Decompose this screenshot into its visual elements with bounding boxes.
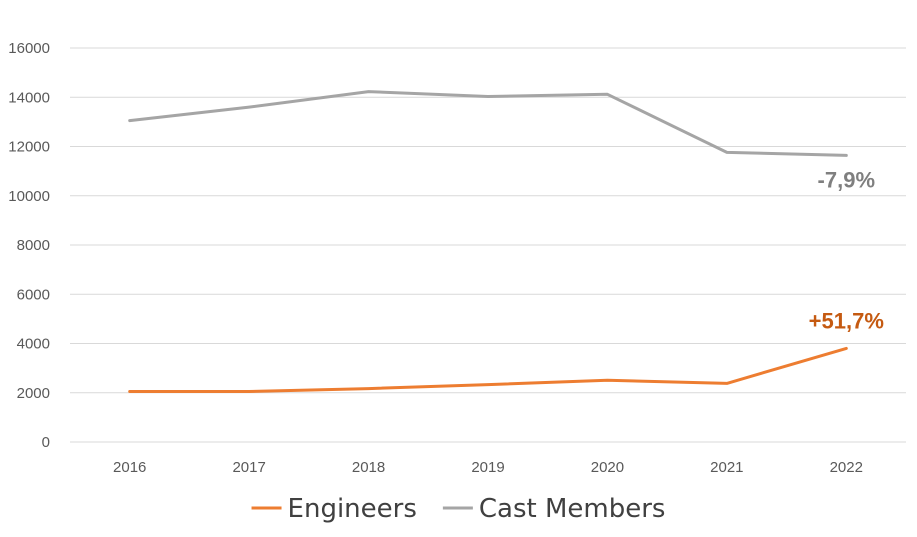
annotations: +51,7% -7,9% — [809, 167, 884, 333]
x-tick-label: 2020 — [591, 459, 624, 476]
y-tick-label: 4000 — [17, 336, 50, 353]
legend-item: Cast Members — [443, 494, 666, 524]
y-tick-label: 8000 — [17, 237, 50, 254]
x-tick-label: 2019 — [471, 459, 504, 476]
series-line-engineers — [130, 348, 847, 391]
gridlines — [70, 48, 906, 442]
y-axis-tick-labels: 0 2000 4000 6000 8000 10000 12000 14000 16000 — [8, 40, 50, 451]
y-tick-label: 14000 — [8, 89, 50, 106]
legend-label: Cast Members — [479, 494, 666, 524]
legend-label: Engineers — [288, 494, 417, 524]
annotation-label: -7,9% — [818, 167, 875, 192]
series-line-cast-members — [130, 92, 847, 156]
y-tick-label: 12000 — [8, 139, 50, 156]
x-tick-label: 2021 — [710, 459, 743, 476]
x-tick-label: 2018 — [352, 459, 385, 476]
x-tick-label: 2022 — [830, 459, 863, 476]
annotation-label: +51,7% — [809, 308, 884, 333]
y-tick-label: 6000 — [17, 286, 50, 303]
legend-item: Engineers — [252, 494, 417, 524]
y-tick-label: 0 — [42, 434, 50, 451]
y-tick-label: 2000 — [17, 385, 50, 402]
x-tick-label: 2016 — [113, 459, 146, 476]
series-lines — [130, 92, 847, 392]
legend: Engineers Cast Members — [252, 494, 666, 524]
x-axis-tick-labels: 2016 2017 2018 2019 2020 2021 2022 — [113, 459, 863, 476]
x-tick-label: 2017 — [232, 459, 265, 476]
y-tick-label: 16000 — [8, 40, 50, 57]
y-tick-label: 10000 — [8, 188, 50, 205]
